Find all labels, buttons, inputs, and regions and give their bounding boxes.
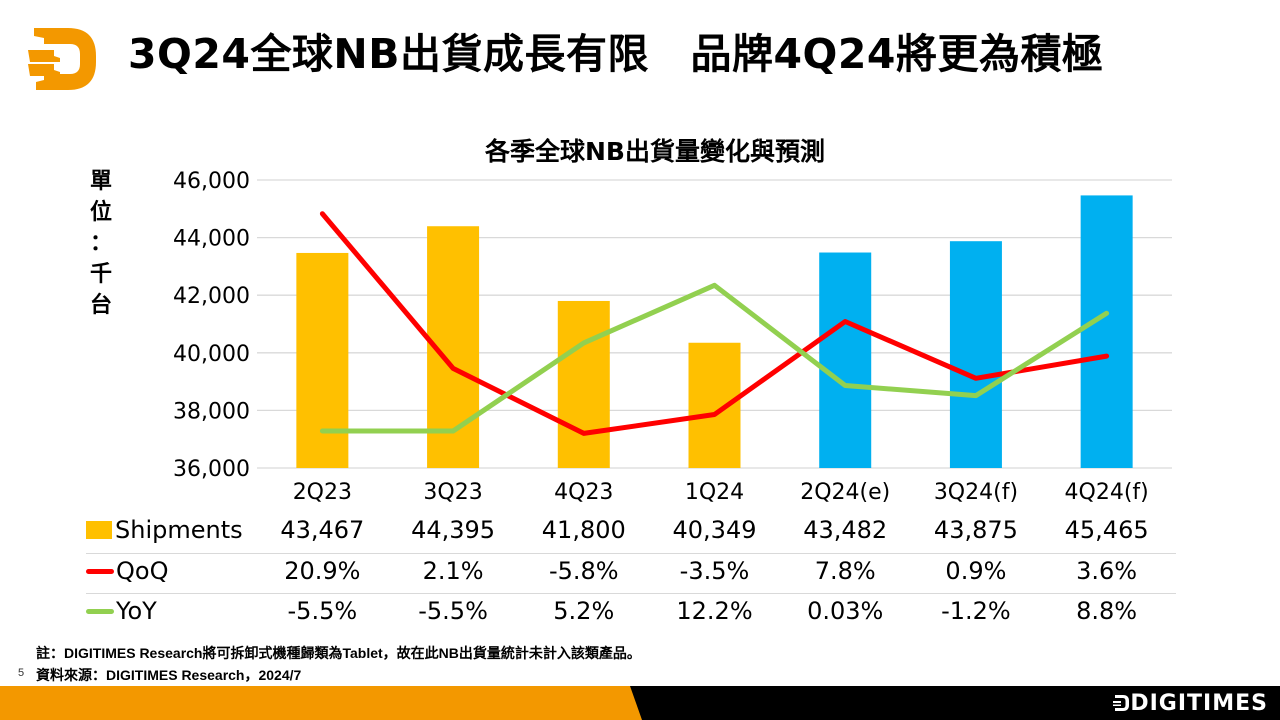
unit-char: 單 [89, 169, 112, 194]
shipments-bar [1080, 195, 1133, 468]
legend-bar-swatch [86, 521, 112, 539]
x-tick-label: 1Q24 [685, 480, 744, 505]
x-tick-label: 2Q24(e) [800, 480, 890, 505]
chart-title: 各季全球NB出貨量變化與預測 [485, 137, 825, 166]
x-tick-label: 4Q24(f) [1065, 480, 1149, 505]
table-cell: 3.6% [1076, 557, 1138, 585]
table-row-yoy: YoY -5.5% -5.5% 5.2% 12.2% 0.03% -1.2% 8.8% [86, 593, 1176, 633]
legend-qoq: QoQ [86, 557, 168, 585]
unit-char: ： [89, 231, 112, 256]
yoy-line [319, 282, 1110, 434]
table-cell: 40,349 [672, 516, 757, 544]
table-cell: 45,465 [1064, 516, 1149, 544]
shipments-bar [557, 300, 610, 468]
table-cell: -1.2% [941, 597, 1011, 625]
table-cell: 5.2% [553, 597, 615, 625]
shipments-bar [949, 241, 1002, 468]
unit-char: 台 [89, 293, 112, 318]
shipments-bar [296, 252, 349, 468]
shipments-bar [819, 252, 872, 468]
y-tick-label: 44,000 [173, 227, 250, 252]
x-tick-label: 2Q23 [293, 480, 352, 505]
legend-label: YoY [116, 597, 157, 625]
table-cell: 43,482 [803, 516, 888, 544]
legend-yoy: YoY [86, 597, 157, 625]
table-cell: 44,395 [411, 516, 496, 544]
unit-char: 位 [89, 200, 112, 225]
footer-black-band [630, 686, 1280, 720]
table-row-shipments: Shipments 43,467 44,395 41,800 40,349 43,482… [86, 512, 1176, 552]
page-title: 3Q24全球NB出貨成長有限 品牌4Q24將更為積極 [128, 30, 1104, 78]
y-tick-label: 36,000 [173, 457, 250, 482]
legend-line-swatch [86, 568, 114, 574]
footnote: 註：DIGITIMES Research將可拆卸式機種歸類為Tablet，故在此… [36, 645, 641, 661]
table-cell: 12.2% [676, 597, 753, 625]
table-cell: -5.8% [548, 557, 619, 585]
y-tick-label: 46,000 [173, 169, 250, 194]
table-cell: 0.9% [945, 557, 1007, 585]
table-cell: -5.5% [418, 597, 488, 625]
table-cell: 8.8% [1076, 597, 1138, 625]
table-cell: 7.8% [814, 557, 876, 585]
x-tick-label: 3Q24(f) [934, 480, 1018, 505]
y-tick-label: 42,000 [173, 284, 250, 309]
digitimes-d-logo-icon [28, 28, 96, 90]
y-tick-label: 38,000 [173, 399, 250, 424]
source-note: 資料來源：DIGITIMES Research，2024/7 [36, 667, 302, 683]
shipments-bar [688, 342, 741, 468]
x-tick-label: 3Q23 [423, 480, 482, 505]
digitimes-d-logo-icon [1113, 695, 1130, 711]
table-cell: 41,800 [541, 516, 626, 544]
table-cell: -5.5% [287, 597, 358, 625]
table-cell: 43,875 [933, 516, 1018, 544]
table-cell: 2.1% [422, 557, 484, 585]
unit-char: 千 [89, 262, 112, 287]
qoq-line [319, 211, 1110, 436]
legend-line-swatch [86, 608, 114, 614]
footer-brand-logo: DIGITIMES [1113, 688, 1268, 718]
legend-label: QoQ [116, 557, 169, 585]
y-axis-unit-label: 單 位 ： 千 台 [86, 166, 116, 321]
table-row-qoq: QoQ 20.9% 2.1% -5.8% -3.5% 7.8% 0.9% 3.6% [86, 553, 1176, 593]
table-cell: 0.03% [807, 597, 884, 625]
footer-brand-text: DIGITIMES [1130, 690, 1268, 716]
legend-label: Shipments [115, 516, 243, 544]
table-cell: 43,467 [280, 516, 365, 544]
table-cell: -3.5% [679, 557, 750, 585]
row-divider [86, 593, 1176, 594]
y-tick-label: 40,000 [173, 342, 250, 367]
page-number: 5 [18, 667, 25, 679]
legend-shipments: Shipments [86, 516, 243, 544]
x-tick-label: 4Q23 [554, 480, 613, 505]
row-divider [86, 553, 1176, 554]
table-cell: 20.9% [284, 557, 361, 585]
